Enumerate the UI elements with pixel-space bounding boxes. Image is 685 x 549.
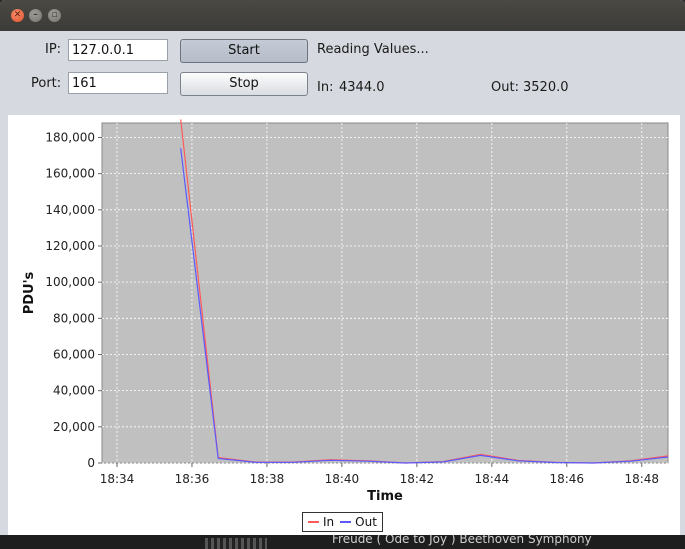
in-label: In: [317,80,334,95]
port-field[interactable] [68,72,168,94]
desktop-background: Freude ( Ode to Joy ) Beethoven Symphony [0,535,685,549]
out-value: 3520.0 [523,80,569,95]
x-tick-label: 18:34 [100,472,135,486]
y-tick-label: 140,000 [45,203,95,217]
y-tick-label: 60,000 [53,347,95,361]
y-tick-label: 100,000 [45,275,95,289]
x-tick-label: 18:48 [624,472,659,486]
out-label: Out: [491,80,519,95]
legend-item-in: In [308,515,334,529]
legend-label-out: Out [355,515,377,529]
x-axis-title: Time [367,489,403,504]
legend-swatch-out [340,521,352,523]
chart-legend: In Out [302,512,383,532]
app-window: ✕ – ▫ IP: Port: Start Stop Reading Value… [0,0,685,535]
x-tick-label: 18:42 [400,472,435,486]
legend-item-out: Out [340,515,377,529]
minimize-icon[interactable]: – [29,9,42,22]
line-chart: 0 20,000 40,000 60,000 80,000 100,000 120,000 1… [22,119,669,504]
legend-swatch-in [308,521,319,523]
y-tick-label: 0 [87,456,95,470]
ip-field[interactable] [68,39,168,61]
y-tick-label: 180,000 [45,130,95,144]
x-tick-label: 18:40 [325,472,360,486]
x-tick-label: 18:46 [549,472,584,486]
maximize-icon[interactable]: ▫ [48,9,61,22]
port-label: Port: [31,76,62,91]
y-tick-label: 20,000 [53,420,95,434]
close-icon[interactable]: ✕ [11,9,24,22]
y-axis-title: PDU's [22,271,37,314]
start-button[interactable]: Start [180,39,308,63]
in-value: 4344.0 [339,80,385,95]
y-tick-label: 40,000 [53,384,95,398]
y-tick-label: 160,000 [45,167,95,181]
y-tick-label: 120,000 [45,239,95,253]
title-bar[interactable]: ✕ – ▫ [0,0,685,31]
x-tick-label: 18:38 [250,472,285,486]
x-tick-label: 18:44 [475,472,510,486]
y-tick-label: 80,000 [53,311,95,325]
legend-label-in: In [323,515,335,529]
background-thumbnail [205,538,267,549]
ip-label: IP: [45,42,62,57]
stop-button[interactable]: Stop [180,72,308,96]
status-text: Reading Values... [317,42,429,57]
plot-area [101,122,669,464]
series-line-out [180,148,669,464]
x-tick-label: 18:36 [175,472,210,486]
background-window-text: Freude ( Ode to Joy ) Beethoven Symphony [332,535,592,546]
